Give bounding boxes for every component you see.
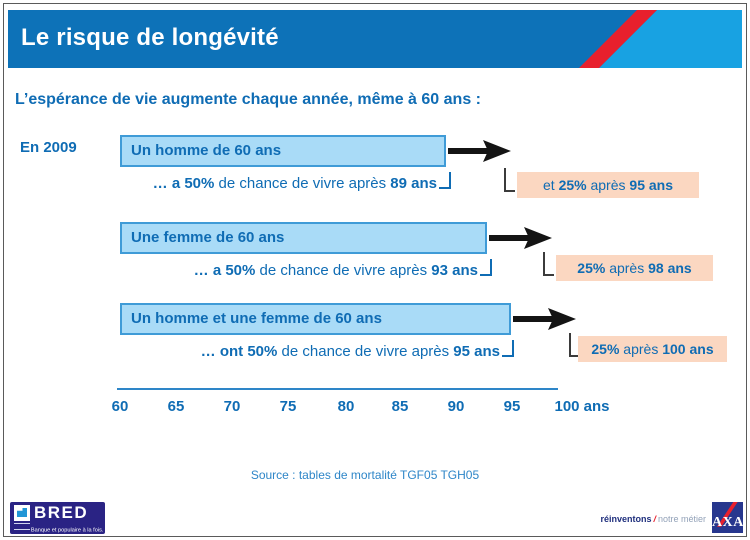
bred-logo: BRED Banque et populaire à la fois. [10,502,105,534]
bracket-line [543,252,554,276]
bred-tagline: Banque et populaire à la fois. [30,526,104,533]
axis-tick-85: 85 [391,398,409,415]
quartile-box-couple: 25% après 100 ans [578,336,727,362]
axa-wordmark: AXA [712,515,743,530]
bred-wordmark: BRED [34,503,89,522]
axis-tick-95: 95 [503,398,521,415]
arrow-right-icon [513,308,576,330]
bred-micro-text-decor [14,523,30,530]
bar-couple: Un homme et une femme de 60 ans [120,303,511,335]
bracket-line [569,333,580,357]
connector-line [439,172,451,189]
axis-tick-75: 75 [279,398,297,415]
axa-slogan: réinventons / notre métier [600,514,706,524]
axis-tick-100: 100 ans [554,398,610,415]
median-text-femme: … a 50% de chance de vivre après 93 ans [193,262,478,279]
axis-tick-65: 65 [167,398,185,415]
connector-line [480,259,492,276]
axis-tick-90: 90 [447,398,465,415]
slash-icon: / [653,514,656,524]
arrow-right-icon [489,227,552,249]
bred-emblem-icon [14,505,30,521]
axa-logo: AXA [712,502,743,533]
year-label: En 2009 [20,139,77,156]
slide-header: Le risque de longévité [8,10,742,68]
age-axis-line [117,388,558,390]
source-note: Source : tables de mortalité TGF05 TGH05 [250,468,480,482]
axis-tick-70: 70 [223,398,241,415]
axis-tick-60: 60 [111,398,129,415]
median-text-couple: … ont 50% de chance de vivre après 95 an… [200,343,500,360]
quartile-box-femme: 25% après 98 ans [556,255,713,281]
page-title: Le risque de longévité [21,24,279,51]
axis-tick-80: 80 [337,398,355,415]
bar-homme: Un homme de 60 ans [120,135,446,167]
slide-subtitle: L’espérance de vie augmente chaque année… [15,91,481,108]
median-text-homme: … a 50% de chance de vivre après 89 ans [152,175,437,192]
bracket-line [504,168,515,192]
quartile-box-homme: et 25% après 95 ans [517,172,699,198]
connector-line [502,340,514,357]
arrow-right-icon [448,140,511,162]
bar-femme: Une femme de 60 ans [120,222,487,254]
